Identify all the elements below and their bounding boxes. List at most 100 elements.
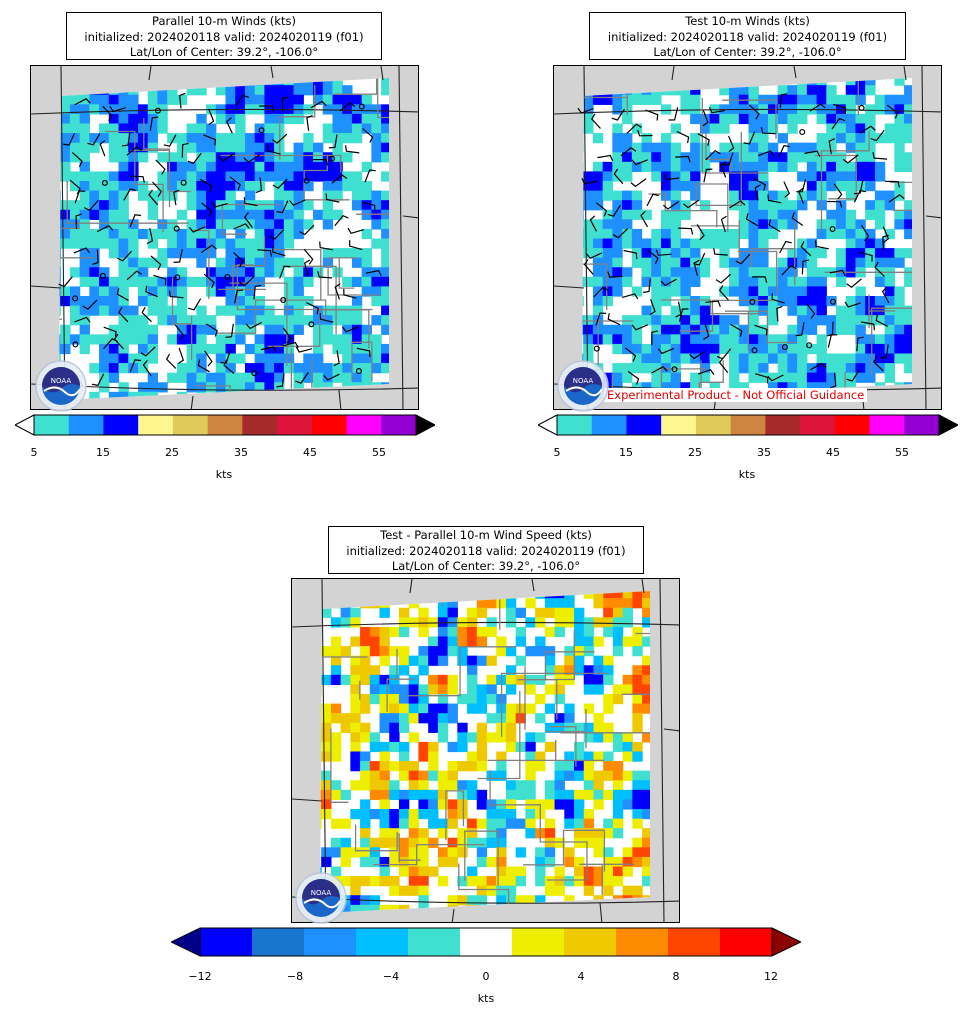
wind-barb [174,324,185,341]
calm-wind-marker [781,344,788,351]
colorbar-swatch [34,415,70,435]
colorbar-over-extend [415,414,435,436]
wind-barb [678,227,694,235]
wind-barb [58,276,73,288]
wind-barb [663,173,680,181]
wind-barb [693,252,706,266]
wind-barb [303,259,311,276]
wind-barb [647,249,659,265]
wind-barb [200,244,217,254]
calm-wind-marker [251,370,258,377]
wind-barb [875,314,889,327]
cb3-tick-neg12: −12 [188,970,212,983]
calm-wind-marker [749,299,756,306]
colorbar-swatch [311,415,348,435]
colorbar-swatch [207,415,243,435]
wind-barb [745,213,759,227]
wind-barb [791,212,804,226]
colorbar-swatch [904,415,940,435]
wind-barb [827,334,838,348]
colorbar-swatch [591,415,627,435]
colorbar-swatch [381,415,417,435]
wind-barb [74,98,91,106]
wind-barb [334,214,349,227]
wind-barb [117,250,132,262]
calm-wind-marker [99,272,106,279]
wind-barb [778,145,790,158]
wind-barb [831,117,846,130]
wind-barb [622,293,639,300]
wind-barb [356,347,371,357]
wind-barb [729,200,746,209]
wind-barb [201,202,213,217]
wind-barb [593,286,609,298]
colorbar-swatch [277,415,313,435]
panel1-map [30,65,419,410]
wind-barb [342,326,359,333]
wind-barb [349,240,363,251]
cb1-tick-15: 15 [96,446,110,459]
wind-barb [204,350,213,367]
wind-barb [92,249,99,265]
wind-barb [82,299,98,310]
wind-barb [343,288,357,299]
panel3-colorbar [171,927,801,957]
wind-barb [859,125,876,134]
wind-barb [620,147,637,157]
wind-barb [126,270,143,281]
calm-wind-marker [308,321,315,328]
wind-barb [728,135,735,153]
wind-barb [697,133,710,146]
panel2-colorbar-unit: kts [738,468,756,481]
wind-barb [842,154,859,164]
wind-barb [801,259,809,275]
colorbar-swatch [695,415,732,435]
wind-barb [257,249,273,257]
wind-barb [306,115,313,131]
wind-barb [208,108,215,126]
wind-barb [828,138,835,155]
colorbar-swatch [138,415,174,435]
colorbar-swatch [242,415,278,435]
wind-barb [295,372,309,384]
wind-barb [888,194,905,203]
calm-wind-marker [806,342,813,349]
wind-barb [253,284,262,300]
colorbar-under-extend [538,414,558,436]
wind-barb [310,100,327,109]
panel1-map-canvas [31,66,418,409]
wind-barb [239,276,255,287]
calm-wind-marker [830,298,837,305]
colorbar-swatch [557,415,593,435]
wind-barb [612,228,629,239]
colorbar-swatch [103,415,139,435]
wind-barb [163,134,177,147]
wind-barb [69,179,81,195]
noaa-logo-bird [42,367,80,393]
wind-barb [771,293,785,304]
wind-barb [91,373,105,387]
noaa-logo-text: NOAA [573,377,594,385]
wind-barb [715,273,732,284]
wind-barb [123,188,137,201]
wind-barb [306,302,319,315]
calm-wind-marker [154,107,161,114]
noaa-logo-wave [303,898,341,909]
wind-barb [662,201,679,210]
wind-barb [860,321,875,331]
wind-barb [145,285,159,298]
colorbar-under-extend [15,414,35,436]
calm-wind-marker [224,273,231,280]
wind-barb [779,240,792,254]
wind-barb [188,298,202,311]
wind-barb [282,327,292,344]
colorbar-swatch [172,415,209,435]
colorbar-under-extend [171,927,201,957]
colorbar-swatch [512,928,565,956]
wind-barb [234,289,244,304]
wind-barb [317,271,333,279]
calm-wind-marker [72,295,79,302]
wind-barb [103,326,117,338]
wind-barb [276,200,289,214]
wind-barb [627,370,640,385]
